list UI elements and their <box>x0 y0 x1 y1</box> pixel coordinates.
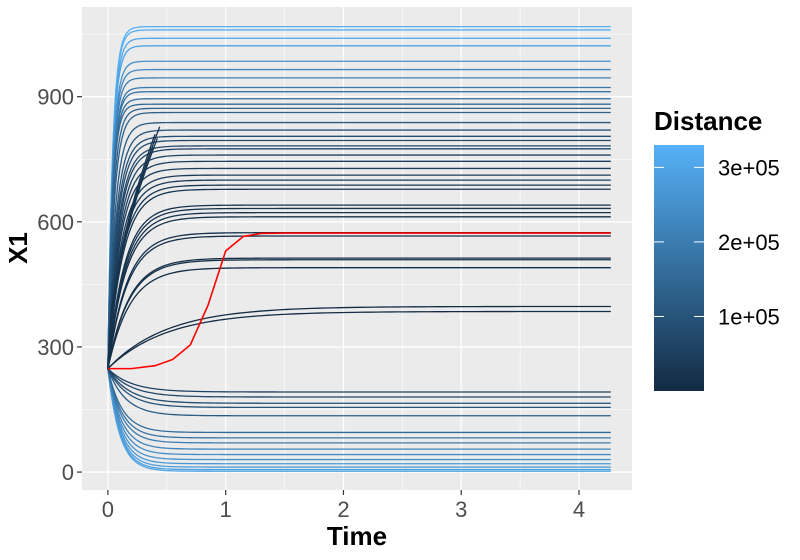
series-line <box>107 86 611 369</box>
series-line <box>107 368 611 450</box>
series-line <box>107 25 611 369</box>
series-line <box>107 257 611 369</box>
series-line <box>107 368 611 409</box>
series-line <box>107 216 611 369</box>
series-line <box>107 37 611 369</box>
series-line <box>107 121 611 369</box>
series-line <box>107 368 611 444</box>
series-line <box>107 204 611 369</box>
series-line <box>107 368 611 461</box>
series-line <box>107 91 611 369</box>
series-line <box>107 305 611 370</box>
x-tick-label: 1 <box>220 497 232 522</box>
y-tick-label: 0 <box>62 460 74 485</box>
series-line <box>107 135 611 369</box>
series-line <box>107 368 611 434</box>
series-line <box>107 148 611 369</box>
series-line <box>107 368 611 404</box>
series-line <box>107 184 611 369</box>
legend-colorbar <box>654 145 704 391</box>
series-line <box>107 368 611 471</box>
series-line <box>107 29 611 369</box>
y-tick-label: 900 <box>37 85 74 110</box>
x-axis-title: Time <box>327 521 387 551</box>
legend-label: 2e+05 <box>718 230 780 255</box>
y-tick-label: 300 <box>37 335 74 360</box>
series-line <box>107 77 611 369</box>
series-line <box>107 103 611 369</box>
series-line <box>107 368 611 472</box>
x-tick-label: 2 <box>337 497 349 522</box>
series-line <box>107 368 611 417</box>
series-line <box>107 235 611 369</box>
series-line <box>107 368 611 456</box>
series-line <box>107 129 611 369</box>
series-line <box>107 211 611 369</box>
highlight-layer <box>107 232 611 370</box>
x-tick-label: 0 <box>102 497 114 522</box>
series-line <box>107 111 611 369</box>
series-line <box>107 207 611 369</box>
legend-label: 1e+05 <box>718 304 780 329</box>
series-line <box>107 259 611 369</box>
series-line <box>107 188 611 369</box>
series-line <box>107 139 611 369</box>
series-line <box>107 368 611 468</box>
series-line <box>107 160 611 369</box>
y-tick-label: 600 <box>37 210 74 235</box>
series-line <box>107 368 611 398</box>
legend-ticks: 1e+05 2e+05 3e+05 <box>654 155 780 329</box>
legend-label: 3e+05 <box>718 155 780 180</box>
series-line <box>107 145 611 369</box>
series-line <box>107 68 611 369</box>
plot-panel <box>82 7 632 490</box>
highlight-series-line <box>107 232 611 370</box>
series-line <box>107 368 611 465</box>
series-line <box>107 267 611 369</box>
x-tick-label: 4 <box>573 497 585 522</box>
series-line <box>107 368 611 393</box>
y-axis-title: X1 <box>3 232 33 264</box>
series-line <box>107 310 611 370</box>
series-line <box>107 60 611 369</box>
series-line <box>107 368 611 439</box>
legend: Distance 1e+05 2e+05 3e+05 <box>654 106 780 391</box>
series-line <box>107 167 611 369</box>
series-layer <box>107 25 611 472</box>
series-line-short <box>107 138 158 369</box>
series-line <box>107 45 611 369</box>
legend-title: Distance <box>654 106 762 136</box>
x-tick-label: 3 <box>455 497 467 522</box>
series-line <box>107 98 611 369</box>
series-line <box>107 107 611 369</box>
series-line <box>107 154 611 369</box>
axis-layer: 0 1 2 3 4 0 300 600 900 <box>37 85 585 522</box>
